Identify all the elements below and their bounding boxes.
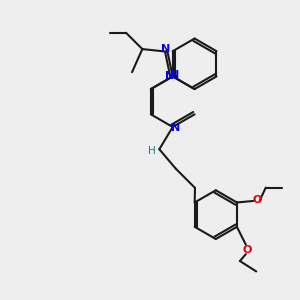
Text: H: H	[148, 146, 156, 156]
Text: N: N	[164, 71, 174, 81]
Text: O: O	[243, 245, 252, 255]
Text: O: O	[252, 195, 262, 206]
Text: N: N	[161, 44, 171, 54]
Text: N: N	[171, 124, 180, 134]
Text: N: N	[169, 70, 179, 80]
